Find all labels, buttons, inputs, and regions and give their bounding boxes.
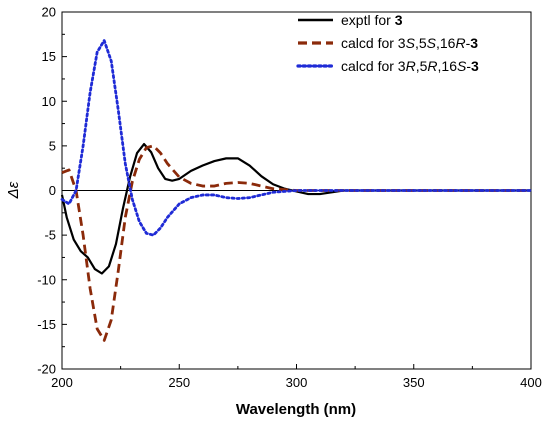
y-tick-label: 20 <box>42 5 56 20</box>
legend-label-part: ,5 <box>415 35 427 51</box>
y-axis-label: Δε <box>5 181 22 199</box>
y-tick-label: 5 <box>49 138 56 153</box>
legend-label-part: calcd for 3 <box>341 58 406 74</box>
y-axis-ticks: 20 15 10 5 0 -5 -10 -15 -20 <box>37 5 67 377</box>
legend-label-1: exptl for 3 <box>341 12 403 28</box>
legend-label-part: exptl for <box>341 12 395 28</box>
legend-label-part: R <box>455 35 465 51</box>
legend-label-part: ,16 <box>436 35 456 51</box>
y-tick-label: -5 <box>44 228 56 243</box>
y-tick-label: 15 <box>42 49 56 64</box>
legend-label-part: S <box>406 35 416 51</box>
y-tick-label: -10 <box>37 272 56 287</box>
legend-label-part: - <box>466 35 471 51</box>
y-tick-label: -20 <box>37 362 56 377</box>
x-tick-label: 250 <box>168 375 190 390</box>
x-tick-label: 300 <box>286 375 308 390</box>
legend-label-part: ,16 <box>438 58 458 74</box>
legend-label-part: R <box>427 58 437 74</box>
series-line-1 <box>60 142 531 275</box>
x-tick-label: 400 <box>520 375 542 390</box>
legend-label-part: S <box>427 35 437 51</box>
x-tick-label: 350 <box>403 375 425 390</box>
legend-label-2: calcd for 3S,5S,16R-3 <box>341 35 478 51</box>
legend-label-part: 3 <box>395 12 403 28</box>
legend-label-part: - <box>466 58 471 74</box>
legend-label-part: 3 <box>470 35 478 51</box>
series-layer <box>60 39 533 342</box>
legend-label-part: 3 <box>471 58 479 74</box>
legend-label-part: calcd for 3 <box>341 35 406 51</box>
legend-label-3: calcd for 3R,5R,16S-3 <box>341 58 479 74</box>
series-line-3 <box>60 39 533 237</box>
y-tick-label: 0 <box>49 183 56 198</box>
x-axis-ticks: 200 250 300 350 400 <box>51 364 542 390</box>
x-axis-label: Wavelength (nm) <box>236 401 356 418</box>
legend-label-part: R <box>406 58 416 74</box>
legend-label-part: S <box>457 58 467 74</box>
y-tick-label: 10 <box>42 94 56 109</box>
y-tick-label: -15 <box>37 317 56 332</box>
x-tick-label: 200 <box>51 375 73 390</box>
legend-label-part: ,5 <box>416 58 428 74</box>
